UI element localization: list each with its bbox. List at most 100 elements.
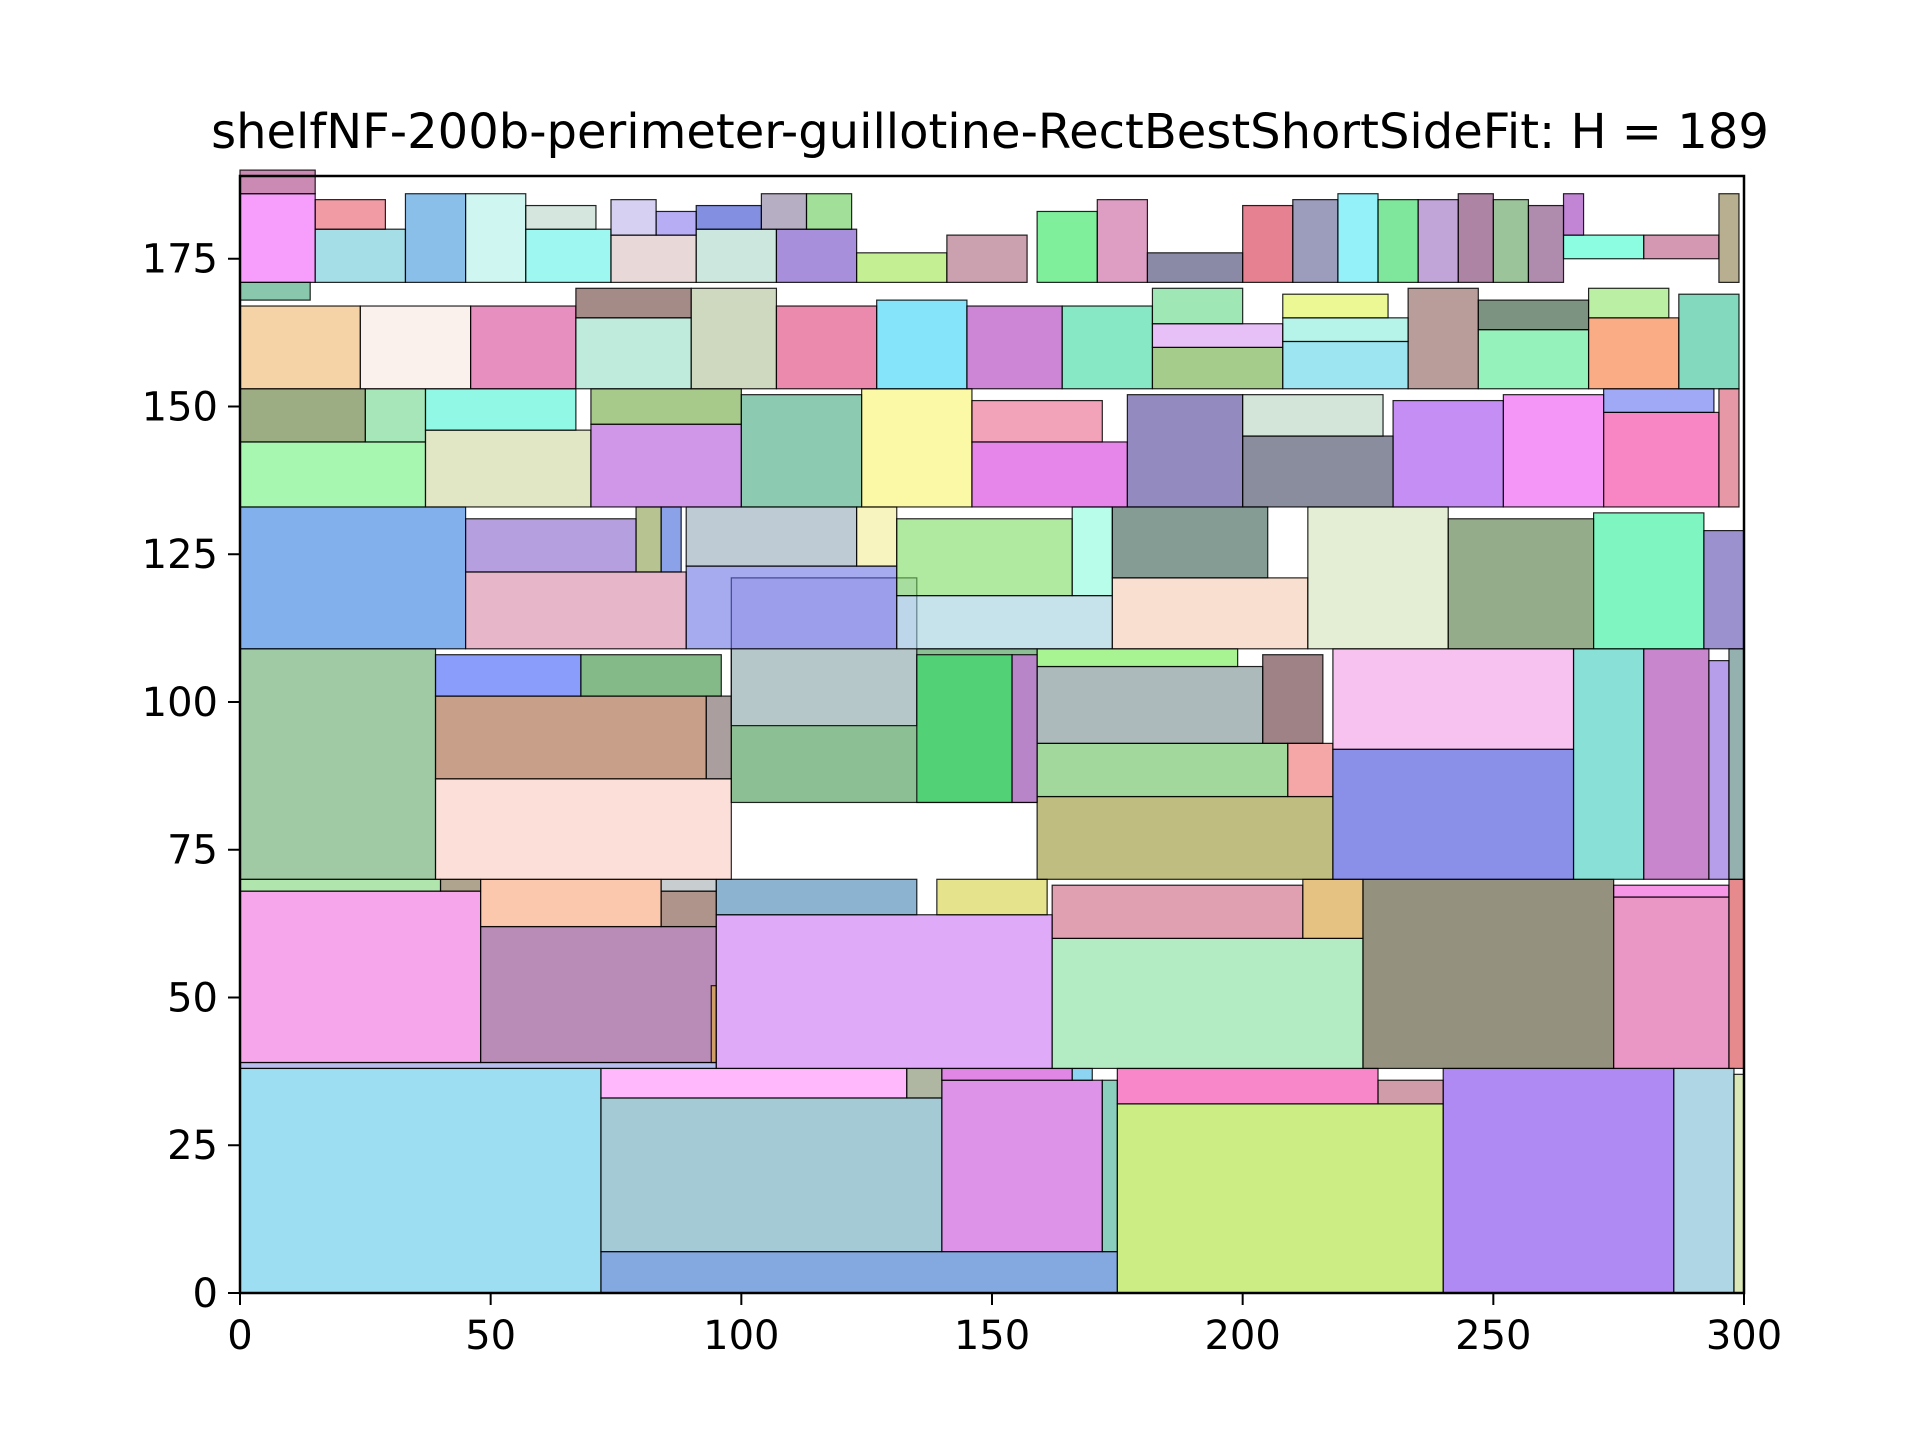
packed-rect-11: [1377, 1079, 1444, 1105]
packed-rect-36: [434, 695, 707, 780]
packed-rect-12: [1442, 1067, 1675, 1294]
packed-rect-135: [1242, 204, 1294, 283]
packed-rect-139: [1417, 199, 1459, 283]
packed-rect-66: [1071, 506, 1113, 597]
x-tick-label-4: 200: [1204, 1313, 1280, 1359]
packed-rect-129: [805, 193, 853, 230]
x-axis: 0 50 100 150 200 250 300: [227, 1293, 1782, 1359]
packed-rect-132: [1036, 210, 1098, 283]
packed-rect-95: [575, 317, 692, 390]
packed-rect-62: [685, 506, 858, 567]
packed-rect-107: [1282, 293, 1389, 319]
packed-rect-114: [239, 193, 316, 283]
packed-rect-111: [1587, 317, 1680, 390]
packed-rect-92: [239, 305, 361, 390]
packed-rect-48: [1262, 654, 1324, 744]
packed-rect-32: [1613, 884, 1730, 898]
packed-rect-65: [896, 518, 1073, 597]
packed-rect-30: [1362, 878, 1615, 1070]
packed-rect-81: [861, 388, 973, 508]
packed-rect-44: [1036, 795, 1334, 880]
packed-rect-8: [1071, 1067, 1093, 1081]
packed-rect-133: [1096, 199, 1149, 283]
packed-rect-90: [1603, 388, 1715, 414]
packed-rect-55: [1728, 648, 1745, 880]
packed-rect-7: [941, 1067, 1073, 1081]
packed-rect-108: [1407, 287, 1479, 390]
packed-rect-110: [1477, 299, 1590, 331]
packed-rect-58: [465, 518, 637, 573]
packed-rect-47: [1036, 648, 1239, 668]
packed-rect-0: [239, 1067, 602, 1294]
packed-rect-91: [1718, 388, 1740, 508]
packed-rect-57: [465, 571, 687, 650]
packed-rect-82: [971, 441, 1128, 508]
packed-rect-51: [1332, 648, 1575, 750]
packed-rect-15: [239, 1061, 717, 1070]
packed-rect-99: [876, 299, 968, 390]
packed-rect-146: [1718, 193, 1740, 283]
x-tick-label-2: 100: [703, 1313, 779, 1359]
packed-rect-97: [690, 287, 778, 390]
y-tick-label-7: 175: [142, 237, 218, 283]
x-tick-label-0: 0: [227, 1313, 252, 1359]
packed-rect-70: [1447, 518, 1595, 650]
packed-rect-116: [314, 228, 407, 283]
packed-rect-144: [1643, 234, 1720, 260]
packed-rect-18: [239, 878, 442, 892]
packed-rect-102: [1151, 346, 1284, 390]
packed-rect-141: [1492, 199, 1530, 283]
packed-rect-24: [715, 914, 1053, 1070]
packed-rect-53: [1643, 648, 1710, 880]
y-tick-label-4: 100: [142, 680, 218, 726]
x-tick-label-1: 50: [465, 1313, 516, 1359]
packed-rect-27: [1051, 937, 1364, 1070]
plot-area: [238, 169, 1746, 1295]
packed-rect-63: [856, 506, 898, 567]
packed-rect-16: [239, 890, 482, 1064]
chart-title: shelfNF-200b-perimeter-guillotine-RectBe…: [211, 104, 1769, 160]
packed-rect-6: [906, 1067, 943, 1099]
packed-rect-37: [434, 654, 582, 697]
packed-rect-79: [590, 388, 742, 425]
y-axis: 0 25 50 75 100 125 150 175: [142, 237, 240, 1317]
packed-rect-96: [575, 287, 692, 319]
packed-rect-121: [525, 204, 597, 230]
packed-rect-43: [1011, 654, 1038, 804]
packed-rect-68: [1111, 506, 1269, 579]
packed-rect-112: [1587, 287, 1670, 319]
packed-rect-25: [715, 878, 918, 916]
packed-rect-72: [1703, 529, 1745, 650]
packed-rect-138: [1377, 199, 1419, 283]
packed-rect-33: [1728, 878, 1745, 1070]
packed-rect-9: [1116, 1103, 1444, 1294]
packed-rect-119: [465, 193, 527, 283]
packed-rect-147: [239, 281, 311, 301]
rectangles-layer: [239, 169, 1745, 1294]
packed-rect-115: [239, 169, 316, 195]
packed-rect-86: [1242, 394, 1384, 437]
packed-rect-10: [1116, 1067, 1379, 1105]
y-tick-label-3: 75: [167, 828, 218, 874]
packed-rect-93: [359, 305, 472, 390]
packed-rect-56: [239, 506, 467, 650]
packed-rect-74: [239, 388, 366, 443]
packed-rect-67: [1111, 577, 1309, 650]
packed-rect-17: [480, 925, 717, 1064]
packed-rect-39: [705, 695, 732, 780]
packed-rect-100: [966, 305, 1063, 390]
x-tick-label-3: 150: [954, 1313, 1030, 1359]
packed-rect-137: [1337, 193, 1379, 283]
packed-rect-89: [1603, 411, 1720, 508]
packed-rect-52: [1572, 648, 1645, 880]
packed-rect-26: [936, 878, 1048, 916]
packed-rect-120: [525, 228, 612, 283]
packed-rect-85: [1242, 435, 1394, 508]
packed-rect-124: [655, 210, 697, 236]
packed-rect-117: [314, 199, 386, 230]
packed-rect-127: [775, 228, 858, 283]
packed-rect-45: [1036, 742, 1289, 798]
y-tick-label-1: 25: [167, 1123, 218, 1169]
packed-rect-140: [1457, 193, 1494, 283]
packed-rect-113: [1678, 293, 1740, 390]
